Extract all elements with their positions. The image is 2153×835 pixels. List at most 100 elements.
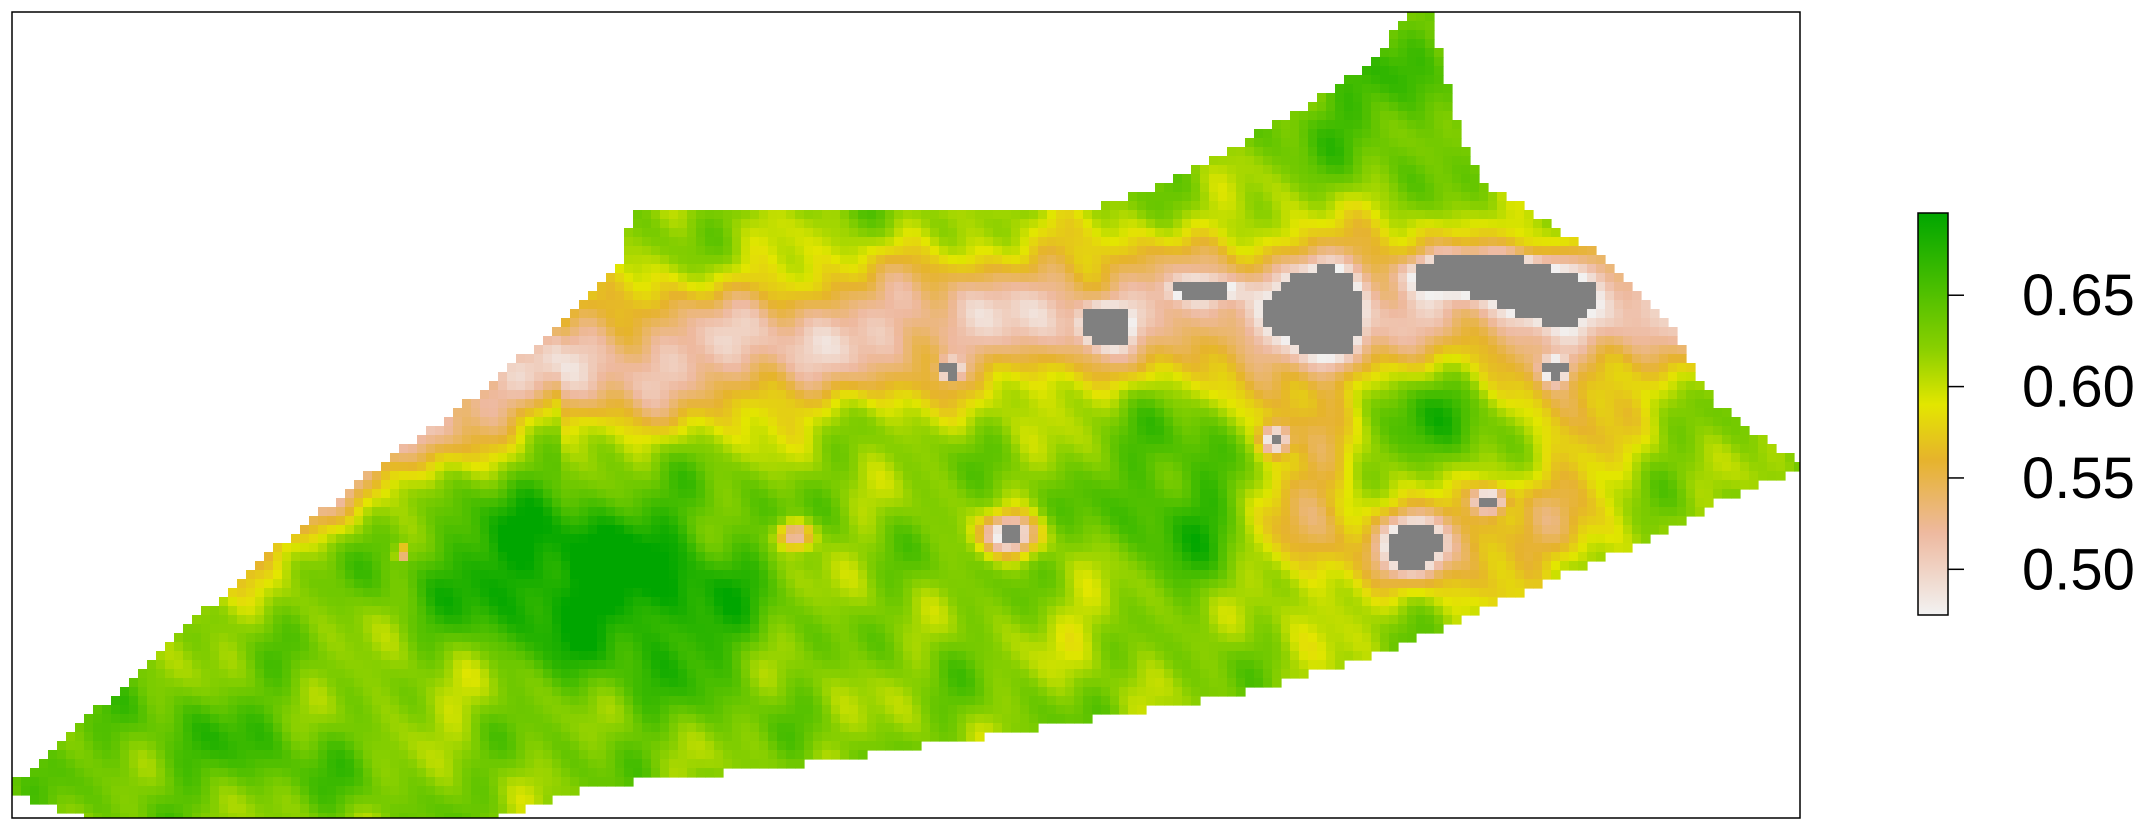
raster-cell	[1308, 210, 1318, 220]
raster-cell	[1182, 336, 1192, 346]
raster-cell	[912, 408, 922, 418]
raster-cell	[840, 462, 850, 472]
raster-cell	[1308, 489, 1318, 499]
raster-cell	[1101, 381, 1111, 391]
raster-cell	[1245, 282, 1255, 292]
raster-cell	[1749, 435, 1759, 445]
raster-cell	[849, 264, 859, 274]
raster-cell	[894, 318, 904, 328]
raster-cell	[1056, 345, 1066, 355]
raster-cell	[732, 426, 742, 436]
raster-cell	[975, 435, 985, 445]
raster-cell	[1047, 309, 1057, 319]
raster-cell	[1416, 417, 1426, 427]
raster-cell	[1029, 327, 1039, 337]
raster-cell	[1506, 345, 1516, 355]
raster-cell	[741, 462, 751, 472]
raster-cell	[1578, 246, 1588, 256]
raster-cell	[1398, 453, 1408, 463]
raster-cell	[1686, 390, 1696, 400]
raster-cell	[1407, 318, 1417, 328]
raster-cell	[1515, 462, 1525, 472]
raster-cell	[1371, 399, 1381, 409]
raster-cell	[750, 462, 760, 472]
raster-cell	[1353, 363, 1363, 373]
raster-cell	[957, 228, 967, 238]
raster-cell	[1380, 453, 1390, 463]
raster-cell	[1137, 498, 1147, 508]
raster-cell	[1083, 489, 1093, 499]
raster-cell	[1731, 435, 1741, 445]
raster-cell	[1371, 498, 1381, 508]
raster-cell	[1299, 255, 1309, 265]
raster-cell	[1083, 435, 1093, 445]
raster-cell	[804, 336, 814, 346]
raster-cell	[1389, 399, 1399, 409]
raster-cell	[993, 318, 1003, 328]
raster-cell	[840, 273, 850, 283]
raster-cell	[1110, 210, 1120, 220]
raster-cell	[570, 435, 580, 445]
raster-cell	[1092, 417, 1102, 427]
raster-cell	[876, 489, 886, 499]
raster-cell	[777, 363, 787, 373]
raster-cell	[858, 282, 868, 292]
raster-cell	[1029, 516, 1039, 526]
raster-cell	[1191, 174, 1201, 184]
raster-cell	[1506, 480, 1516, 490]
raster-cell	[1425, 39, 1435, 49]
raster-cell	[993, 480, 1003, 490]
raster-cell	[1353, 399, 1363, 409]
raster-cell	[840, 381, 850, 391]
raster-cell	[1677, 444, 1687, 454]
raster-cell	[1272, 237, 1282, 247]
raster-cell	[939, 399, 949, 409]
raster-cell	[1011, 381, 1021, 391]
raster-cell	[1335, 426, 1345, 436]
raster-cell	[948, 354, 958, 364]
raster-cell	[822, 228, 832, 238]
raster-cell	[1371, 147, 1381, 157]
raster-cell	[363, 498, 373, 508]
raster-cell	[1452, 390, 1462, 400]
raster-cell	[1254, 444, 1264, 454]
raster-cell	[471, 498, 481, 508]
raster-cell	[1110, 255, 1120, 265]
raster-cell	[912, 219, 922, 229]
raster-cell	[579, 363, 589, 373]
raster-cell	[939, 480, 949, 490]
raster-cell	[678, 264, 688, 274]
raster-cell	[1299, 192, 1309, 202]
raster-cell	[1362, 102, 1372, 112]
raster-cell	[696, 246, 706, 256]
raster-cell	[1038, 237, 1048, 247]
raster-cell	[1650, 399, 1660, 409]
raster-cell	[687, 309, 697, 319]
raster-cell	[1425, 210, 1435, 220]
raster-cell	[1416, 354, 1426, 364]
raster-cell	[1542, 363, 1552, 373]
raster-cell	[1092, 480, 1102, 490]
raster-cell	[1398, 336, 1408, 346]
raster-cell	[1227, 372, 1237, 382]
raster-cell	[660, 435, 670, 445]
raster-cell	[1389, 327, 1399, 337]
raster-cell	[1380, 201, 1390, 211]
raster-cell	[1443, 210, 1453, 220]
raster-cell	[1749, 480, 1759, 490]
raster-cell	[1461, 435, 1471, 445]
raster-cell	[1020, 390, 1030, 400]
raster-cell	[1434, 471, 1444, 481]
raster-cell	[948, 273, 958, 283]
raster-cell	[1668, 471, 1678, 481]
raster-cell	[624, 255, 634, 265]
raster-cell	[399, 453, 409, 463]
raster-cell	[651, 399, 661, 409]
raster-cell	[705, 372, 715, 382]
raster-cell	[651, 507, 661, 517]
raster-cell	[516, 462, 526, 472]
raster-cell	[1200, 444, 1210, 454]
raster-cell	[948, 345, 958, 355]
raster-cell	[1128, 354, 1138, 364]
raster-cell	[1434, 93, 1444, 103]
